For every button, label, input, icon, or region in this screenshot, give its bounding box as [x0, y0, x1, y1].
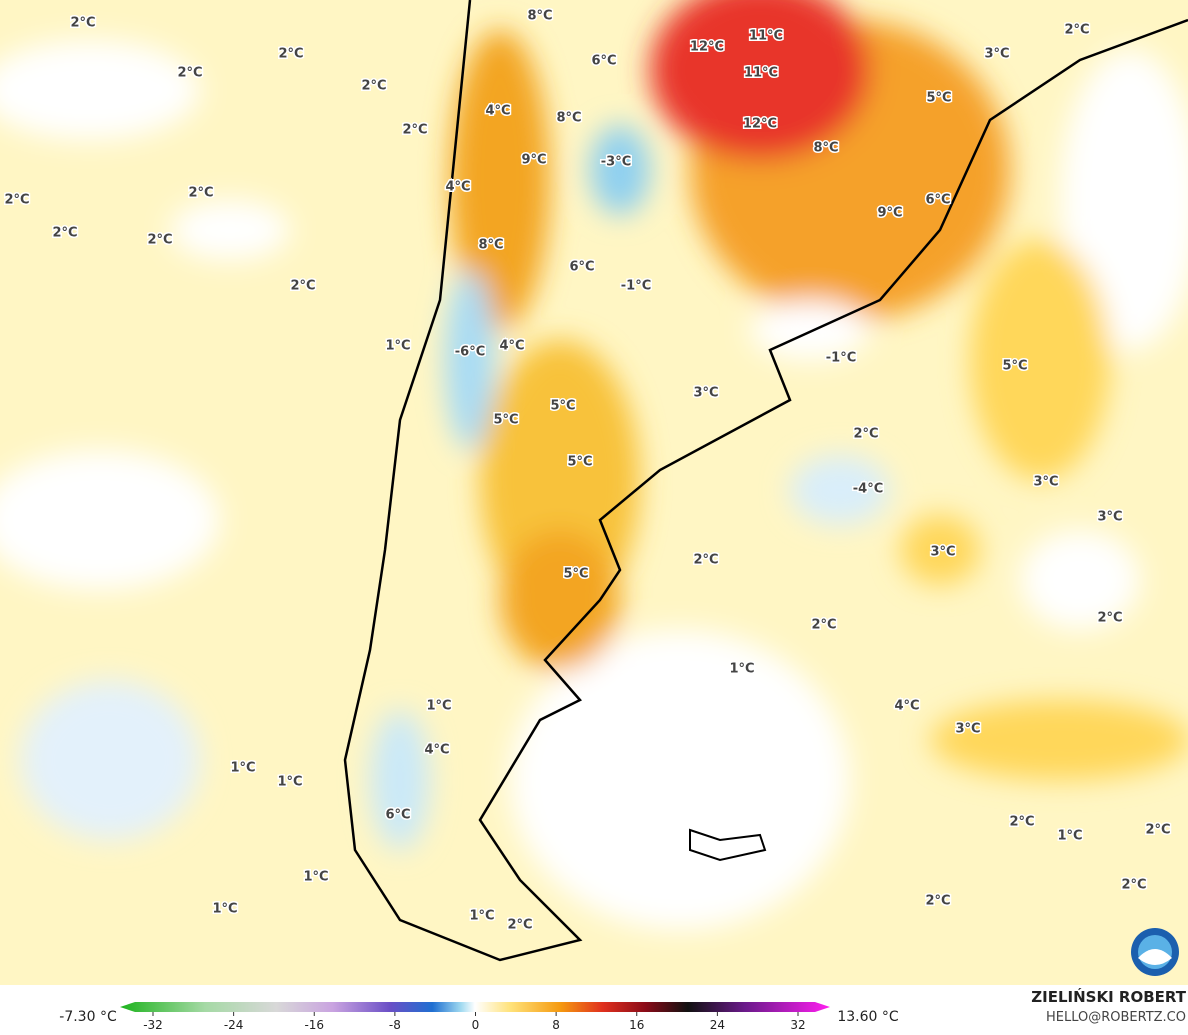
temperature-label: 6°C: [591, 54, 616, 69]
temperature-label: 2°C: [1009, 815, 1034, 830]
temperature-label: 3°C: [955, 722, 980, 737]
temperature-label: -4°C: [853, 482, 883, 497]
temperature-label: 4°C: [894, 699, 919, 714]
noaa-logo: [1131, 928, 1179, 976]
temperature-label: -1°C: [621, 279, 651, 294]
temperature-label: 8°C: [478, 238, 503, 253]
temperature-label: 11°C: [749, 29, 783, 44]
colorbar-tick-label: 0: [472, 1018, 480, 1032]
temperature-label: 6°C: [385, 808, 410, 823]
temperature-label: 4°C: [499, 339, 524, 354]
temperature-label: 8°C: [527, 9, 552, 24]
temperature-label: 2°C: [1121, 878, 1146, 893]
colorbar-tick-label: -8: [389, 1018, 401, 1032]
temperature-label: 3°C: [984, 47, 1009, 62]
temperature-label: 2°C: [278, 47, 303, 62]
temperature-label: 2°C: [361, 79, 386, 94]
temperature-label: 12°C: [690, 40, 724, 55]
temperature-label: 3°C: [693, 386, 718, 401]
temperature-label: 2°C: [507, 918, 532, 933]
temperature-label: 11°C: [744, 66, 778, 81]
temperature-label: 2°C: [811, 618, 836, 633]
colorbar-tick-label: 8: [552, 1018, 560, 1032]
temperature-label: 5°C: [493, 413, 518, 428]
temperature-label: 8°C: [556, 111, 581, 126]
temperature-label: 2°C: [147, 233, 172, 248]
temperature-label: 2°C: [402, 123, 427, 138]
temperature-label: 2°C: [693, 553, 718, 568]
colorbar-tick-label: -24: [224, 1018, 244, 1032]
temperature-label: 2°C: [290, 279, 315, 294]
temperature-label: 3°C: [1097, 510, 1122, 525]
islands: [689, 828, 767, 862]
temperature-label: 6°C: [569, 260, 594, 275]
temperature-label: 5°C: [1002, 359, 1027, 374]
temperature-label: 8°C: [813, 141, 838, 156]
temperature-label: 1°C: [729, 662, 754, 677]
map-field: [0, 0, 1188, 985]
temperature-label: 12°C: [743, 117, 777, 132]
colorbar-tick-label: 24: [710, 1018, 725, 1032]
colorbar-tick-label: -32: [143, 1018, 163, 1032]
temperature-label: 5°C: [563, 567, 588, 582]
temperature-label: 2°C: [925, 894, 950, 909]
temperature-label: 2°C: [52, 226, 77, 241]
colorbar-tick-label: -16: [304, 1018, 324, 1032]
temperature-label: 3°C: [1033, 475, 1058, 490]
colorbar-max: 13.60 °C: [837, 1009, 899, 1025]
credit-contact: HELLO@ROBERTZ.CO: [1046, 1010, 1186, 1025]
temperature-label: -6°C: [455, 345, 485, 360]
colorbar: [120, 1002, 830, 1012]
temperature-label: -1°C: [826, 351, 856, 366]
temperature-label: 1°C: [230, 761, 255, 776]
colorbar-tick-label: 32: [790, 1018, 805, 1032]
temperature-label: 2°C: [70, 16, 95, 31]
temperature-label: 9°C: [521, 153, 546, 168]
temperature-label: 4°C: [445, 180, 470, 195]
temperature-label: 3°C: [930, 545, 955, 560]
temperature-label: 5°C: [926, 91, 951, 106]
temperature-label: 4°C: [424, 743, 449, 758]
temperature-label: 2°C: [4, 193, 29, 208]
colorbar-min: -7.30 °C: [59, 1009, 117, 1025]
temperature-label: 1°C: [469, 909, 494, 924]
coastline: [343, 0, 1188, 962]
temperature-label: 1°C: [212, 902, 237, 917]
temperature-label: 2°C: [1145, 823, 1170, 838]
temperature-label: 6°C: [925, 193, 950, 208]
temperature-label: 2°C: [1097, 611, 1122, 626]
temperature-label: 1°C: [1057, 829, 1082, 844]
temperature-label: 1°C: [385, 339, 410, 354]
temperature-label: 1°C: [426, 699, 451, 714]
temperature-label: 2°C: [177, 66, 202, 81]
temperature-label: 2°C: [853, 427, 878, 442]
temperature-label: 1°C: [277, 775, 302, 790]
temperature-label: 5°C: [550, 399, 575, 414]
temperature-label: 4°C: [485, 104, 510, 119]
temperature-label: 2°C: [188, 186, 213, 201]
credit-author: ZIELIŃSKI ROBERT: [1031, 987, 1186, 1006]
colorbar-tick-label: 16: [629, 1018, 644, 1032]
temperature-label: 9°C: [877, 206, 902, 221]
temperature-label: 2°C: [1064, 23, 1089, 38]
temperature-label: 1°C: [303, 870, 328, 885]
temperature-label: 5°C: [567, 455, 592, 470]
temperature-label: -3°C: [601, 155, 631, 170]
